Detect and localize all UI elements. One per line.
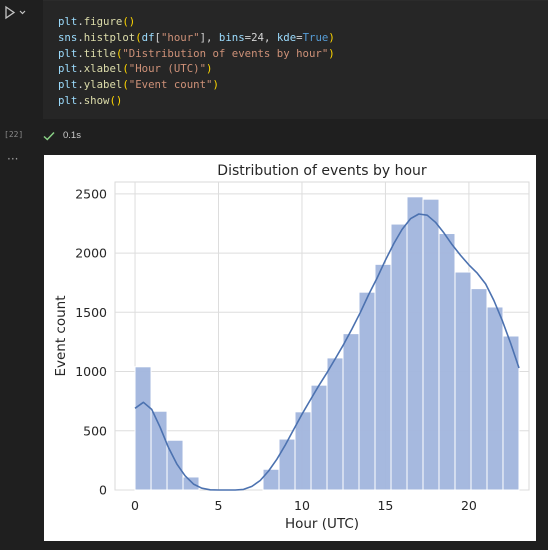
- chart-title: Distribution of events by hour: [217, 163, 427, 179]
- y-axis-label: Event count: [53, 295, 69, 376]
- y-tick-label: 0: [99, 483, 107, 498]
- y-tick-label: 1000: [75, 364, 107, 379]
- run-cell-button[interactable]: [3, 5, 29, 23]
- histogram-bar: [358, 291, 376, 491]
- histogram-bar: [182, 476, 200, 491]
- ellipsis-icon[interactable]: ···: [7, 152, 19, 166]
- histogram-bars: [134, 196, 520, 491]
- histogram-bar: [278, 438, 296, 491]
- x-tick-label: 15: [377, 498, 393, 513]
- histogram-bar: [438, 233, 456, 491]
- histogram-bar: [470, 288, 488, 491]
- bottom-spacer: [0, 541, 548, 550]
- y-tick-labels: 0 500 1000 1500 2000 2500: [75, 186, 107, 497]
- checkmark-icon: [43, 131, 55, 141]
- histogram-bar: [262, 468, 280, 491]
- kde-line: [134, 213, 520, 491]
- cell-output: 0 500 1000 1500 2000 2500 0 5 10 15 20 Distributi…: [44, 155, 536, 541]
- histogram-bar: [374, 263, 392, 491]
- histogram-bar: [486, 306, 504, 491]
- code-line-6: plt.show(): [58, 93, 123, 107]
- x-tick-label: 0: [131, 498, 139, 513]
- histogram-chart: 0 500 1000 1500 2000 2500 0 5 10 15 20 Distributi…: [44, 155, 536, 541]
- y-tick-label: 2000: [75, 246, 107, 261]
- histogram-bar: [134, 366, 152, 491]
- x-tick-label: 5: [215, 498, 223, 513]
- histogram-bar: [502, 335, 520, 491]
- histogram-bar: [390, 223, 408, 491]
- execution-status: 0.1s: [43, 130, 81, 141]
- histogram-bar: [310, 384, 328, 491]
- y-tick-label: 1500: [75, 305, 107, 320]
- y-tick-label: 2500: [75, 186, 107, 201]
- kde-curve: [134, 213, 520, 491]
- x-axis-label: Hour (UTC): [285, 516, 359, 532]
- code-cell-editor[interactable]: plt.figure() sns.histplot(df["hour"], bi…: [43, 0, 548, 119]
- code-line-3: plt.title("Distribution of events by hou…: [58, 46, 335, 60]
- execution-count: [22]: [4, 130, 24, 139]
- code-line-1: plt.figure(): [58, 15, 136, 28]
- code-line-4: plt.xlabel("Hour (UTC)"): [58, 62, 213, 76]
- run-chevron-icon: [5, 5, 26, 20]
- code-line-2: sns.histplot(df["hour"], bins=24, kde=Tr…: [58, 30, 335, 44]
- histogram-bar: [454, 271, 472, 491]
- histogram-bar: [150, 410, 168, 491]
- x-tick-labels: 0 5 10 15 20: [131, 498, 477, 513]
- x-tick-label: 20: [461, 498, 477, 513]
- code-block[interactable]: plt.figure() sns.histplot(df["hour"], bi…: [58, 14, 335, 109]
- histogram-bar: [422, 198, 440, 491]
- execution-duration: 0.1s: [63, 130, 81, 141]
- histogram-bar: [342, 333, 360, 491]
- histogram-bar: [406, 196, 424, 491]
- histogram-bar: [326, 357, 344, 491]
- code-line-5: plt.ylabel("Event count"): [58, 78, 219, 92]
- y-tick-label: 500: [83, 423, 107, 438]
- x-tick-label: 10: [294, 498, 310, 513]
